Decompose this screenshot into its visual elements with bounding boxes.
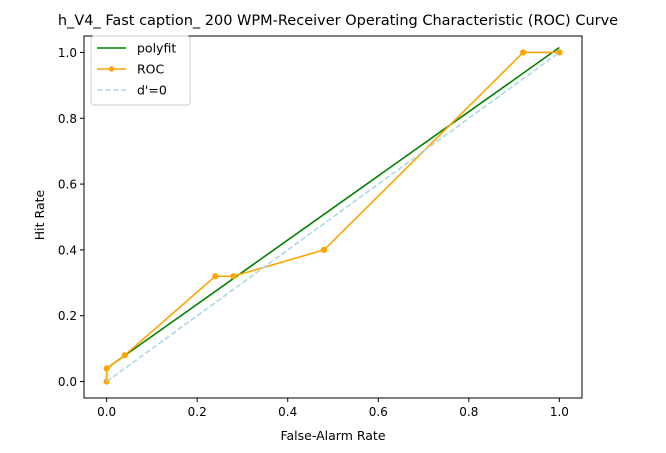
x-tick-label: 0.4	[278, 405, 297, 419]
series-line-polyfit	[106, 46, 560, 370]
x-tick-label: 0.2	[188, 405, 207, 419]
x-tick-label: 0.0	[97, 405, 116, 419]
plot-frame	[83, 35, 583, 399]
data-point-roc	[103, 365, 110, 372]
legend-label-roc: ROC	[137, 62, 165, 77]
series-line-d-0	[106, 51, 560, 383]
chart-title: h_V4_ Fast caption_ 200 WPM-Receiver Ope…	[58, 13, 618, 29]
legend-label-polyfit: polyfit	[137, 41, 176, 56]
x-tick-label: 1.0	[550, 405, 569, 419]
y-axis-label: Hit Rate	[32, 189, 47, 240]
series-line-roc	[105, 51, 560, 382]
x-axis-ticks: 0.0 0.2 0.4 0.6 0.8 1.0	[97, 398, 569, 419]
legend-marker-roc	[108, 66, 115, 72]
x-axis-label: False-Alarm Rate	[280, 428, 385, 443]
data-point-roc	[212, 273, 219, 280]
y-tick-label: 0.8	[58, 112, 77, 126]
y-tick-label: 0.6	[58, 178, 77, 192]
series-layer	[103, 46, 563, 385]
data-point-roc	[320, 246, 328, 254]
y-tick-label: 0.2	[58, 309, 77, 323]
legend-label-d-0: d'=0	[137, 83, 167, 98]
x-tick-label: 0.8	[459, 405, 478, 419]
y-axis-ticks: 0.0 0.2 0.4 0.6 0.8 1.0	[58, 46, 84, 389]
data-point-roc	[520, 49, 527, 56]
plot-area	[83, 35, 583, 399]
data-point-roc	[121, 352, 128, 359]
x-tick-label: 0.6	[369, 405, 388, 419]
y-tick-label: 0.0	[58, 375, 77, 389]
y-tick-label: 0.4	[58, 243, 77, 257]
legend-box	[90, 35, 191, 106]
y-tick-label: 1.0	[58, 46, 77, 60]
data-point-roc	[230, 273, 237, 280]
data-point-roc	[556, 49, 563, 56]
legend: polyfit ROC d'=0	[90, 35, 191, 106]
